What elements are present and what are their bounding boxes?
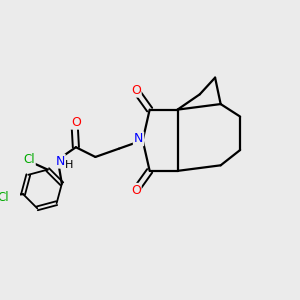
Text: O: O xyxy=(131,184,141,197)
Text: H: H xyxy=(65,160,74,170)
Text: O: O xyxy=(71,116,81,129)
Text: Cl: Cl xyxy=(0,191,9,204)
Text: O: O xyxy=(131,84,141,97)
Text: N: N xyxy=(134,132,143,146)
Text: N: N xyxy=(55,154,65,168)
Text: Cl: Cl xyxy=(23,153,35,167)
